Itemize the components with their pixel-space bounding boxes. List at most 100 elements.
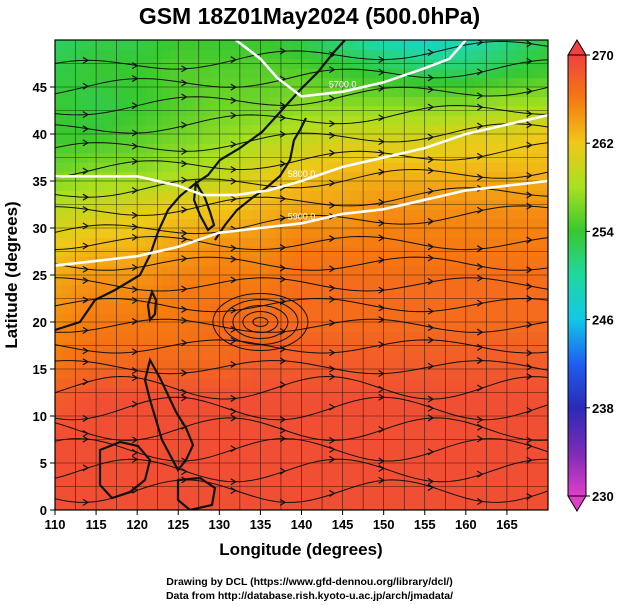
field-cell (145, 49, 155, 60)
field-cell (301, 134, 311, 144)
field-cell (227, 284, 237, 295)
field-cell (465, 40, 475, 50)
field-cell (391, 378, 401, 389)
field-cell (219, 237, 229, 248)
field-cell (219, 209, 229, 220)
field-cell (161, 425, 171, 436)
field-cell (334, 491, 344, 502)
field-cell (474, 124, 483, 135)
field-cell (96, 162, 105, 173)
field-cell (268, 190, 278, 201)
field-cell (243, 40, 253, 50)
streamline-arrow (230, 255, 237, 263)
field-cell (63, 124, 73, 135)
streamline-arrow (82, 435, 90, 443)
field-cell (63, 115, 73, 126)
field-cell (334, 181, 344, 191)
field-cell (112, 87, 122, 97)
field-cell (515, 58, 524, 69)
field-cell (367, 228, 377, 238)
field-cell (128, 453, 138, 464)
field-cell (268, 124, 278, 135)
field-cell (120, 256, 130, 267)
field-cell (170, 378, 179, 389)
field-cell (260, 171, 270, 182)
field-cell (301, 453, 311, 464)
field-cell (252, 105, 262, 116)
field-cell (145, 40, 155, 50)
field-cell (186, 500, 196, 510)
field-cell (137, 350, 146, 361)
field-cell (449, 237, 459, 248)
field-cell (79, 237, 89, 248)
field-cell (161, 218, 171, 229)
field-cell (243, 171, 253, 182)
field-cell (145, 68, 155, 79)
field-cell (465, 444, 475, 455)
field-cell (432, 425, 442, 436)
field-cell (285, 40, 294, 50)
field-cell (161, 256, 171, 267)
streamline-arrow (526, 373, 533, 381)
streamline-arrow (279, 416, 287, 424)
field-cell (293, 134, 303, 144)
streamline-arrow (476, 435, 484, 443)
field-cell (55, 265, 64, 276)
field-cell (457, 228, 467, 238)
field-cell (326, 444, 335, 455)
field-cell (498, 190, 508, 201)
field-cell (465, 350, 475, 361)
field-cell (531, 209, 541, 220)
field-cell (539, 190, 548, 201)
field-cell (449, 115, 459, 126)
field-cell (539, 416, 548, 426)
field-cell (71, 265, 81, 276)
field-cell (104, 491, 114, 502)
field-cell (350, 105, 360, 116)
x-axis-label: Longitude (degrees) (219, 540, 382, 559)
streamline-arrow (230, 195, 237, 203)
field-cell (137, 275, 146, 285)
field-cell (260, 416, 270, 426)
field-cell (71, 416, 81, 426)
streamline-arrow (230, 56, 237, 64)
field-cell (424, 96, 434, 107)
field-cell (531, 312, 541, 323)
field-cell (539, 171, 548, 182)
field-cell (391, 312, 401, 323)
contour-label: 5900.0 (288, 211, 316, 221)
field-cell (219, 87, 229, 97)
field-cell (408, 303, 418, 314)
field-cell (137, 237, 146, 248)
field-cell (276, 190, 286, 201)
field-cell (391, 105, 401, 116)
field-cell (202, 68, 212, 79)
field-cell (71, 181, 81, 191)
field-cell (506, 134, 516, 144)
field-cell (128, 68, 138, 79)
field-cell (309, 303, 319, 314)
field-cell (211, 312, 220, 323)
field-cell (506, 444, 516, 455)
field-cell (293, 228, 303, 238)
field-cell (71, 425, 81, 436)
field-cell (71, 491, 81, 502)
field-cell (79, 444, 89, 455)
field-cell (260, 237, 270, 248)
field-cell (96, 359, 105, 370)
field-cell (334, 143, 344, 154)
field-cell (457, 134, 467, 144)
field-cell (186, 77, 196, 88)
field-cell (128, 209, 138, 220)
field-cell (408, 350, 418, 361)
field-cell (71, 284, 81, 295)
field-cell (285, 265, 294, 276)
field-cell (170, 491, 179, 502)
field-cell (104, 58, 114, 69)
field-cell (120, 68, 130, 79)
streamline-arrow (476, 328, 484, 336)
field-cell (145, 350, 155, 361)
field-cell (170, 322, 179, 332)
field-cell (334, 406, 344, 417)
field-cell (367, 162, 377, 173)
